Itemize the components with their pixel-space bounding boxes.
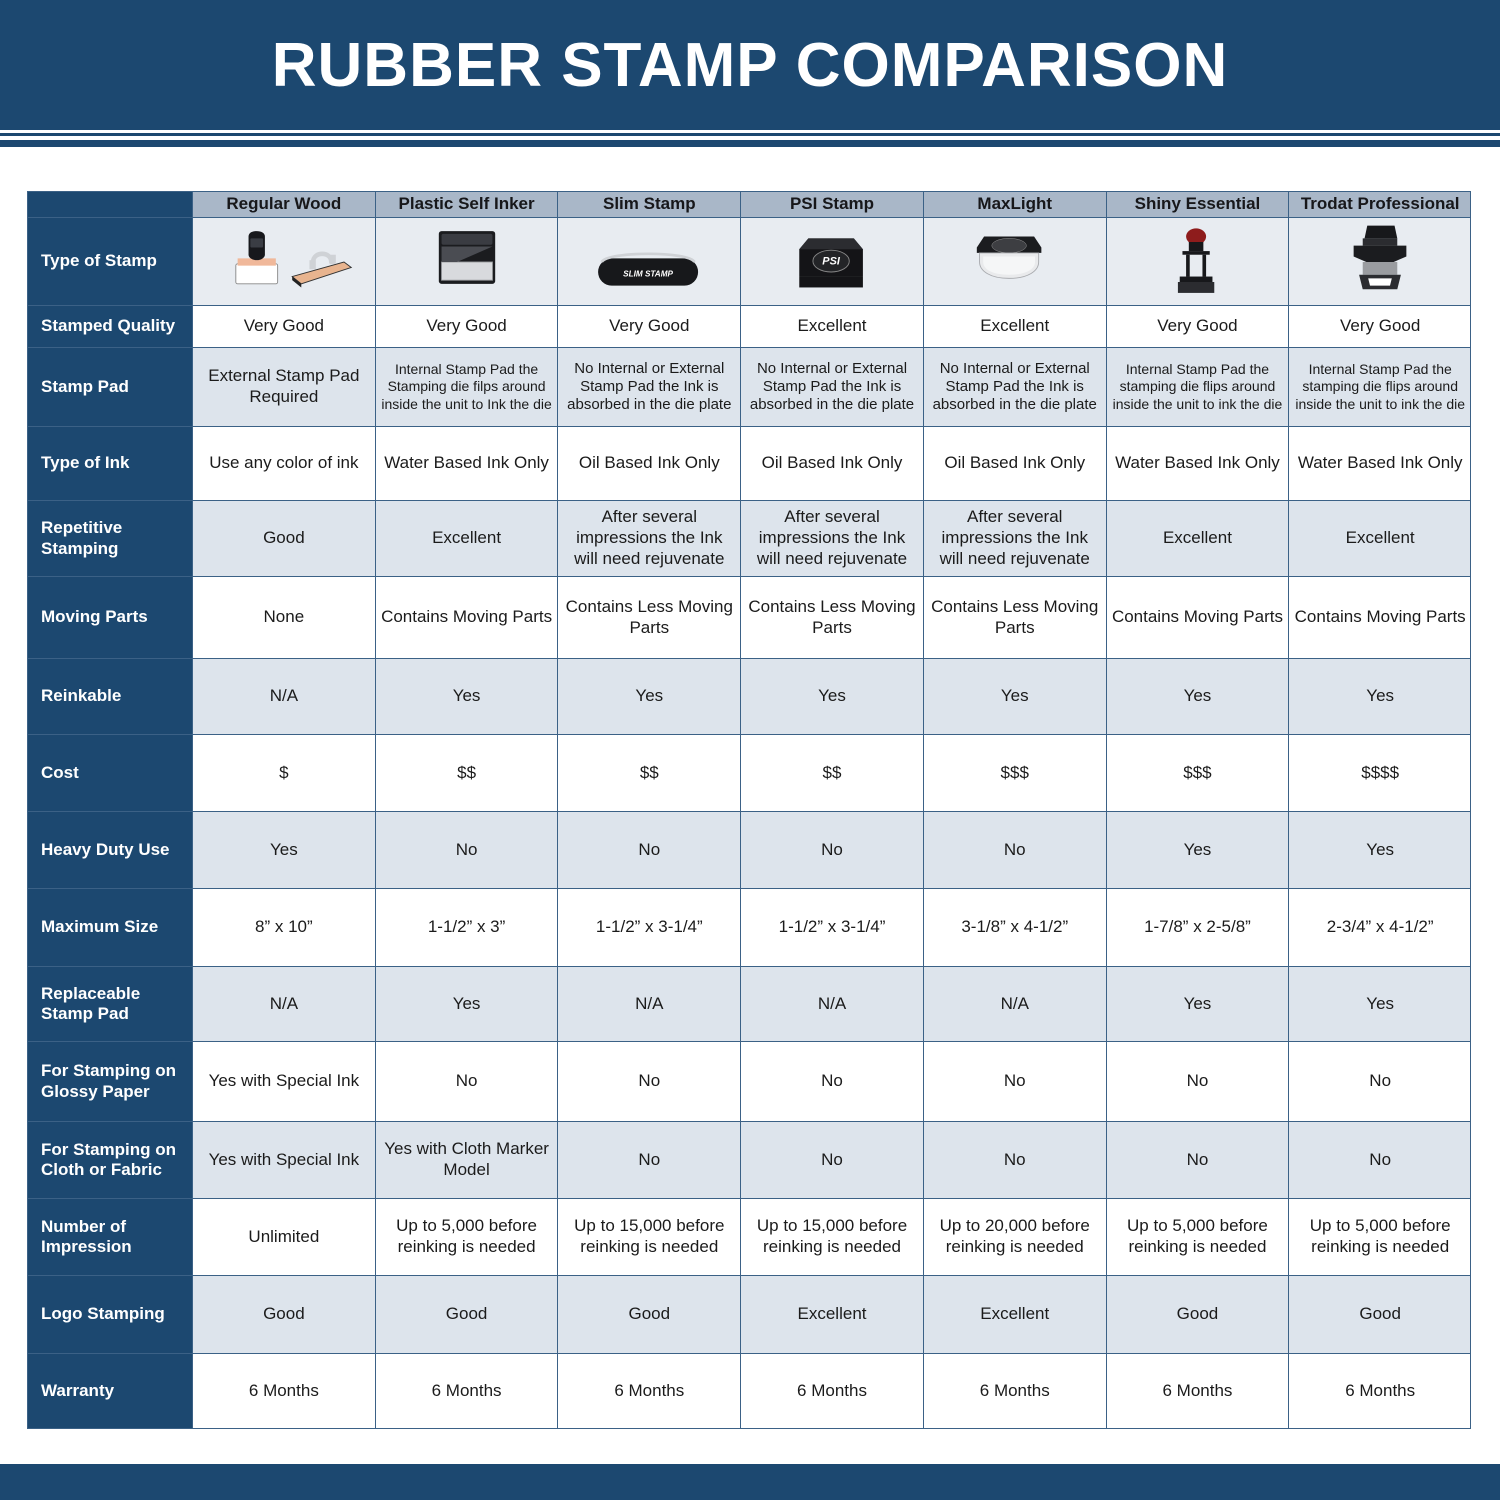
svg-text:PSI: PSI bbox=[822, 255, 841, 267]
svg-text:SLIM STAMP: SLIM STAMP bbox=[623, 269, 673, 278]
